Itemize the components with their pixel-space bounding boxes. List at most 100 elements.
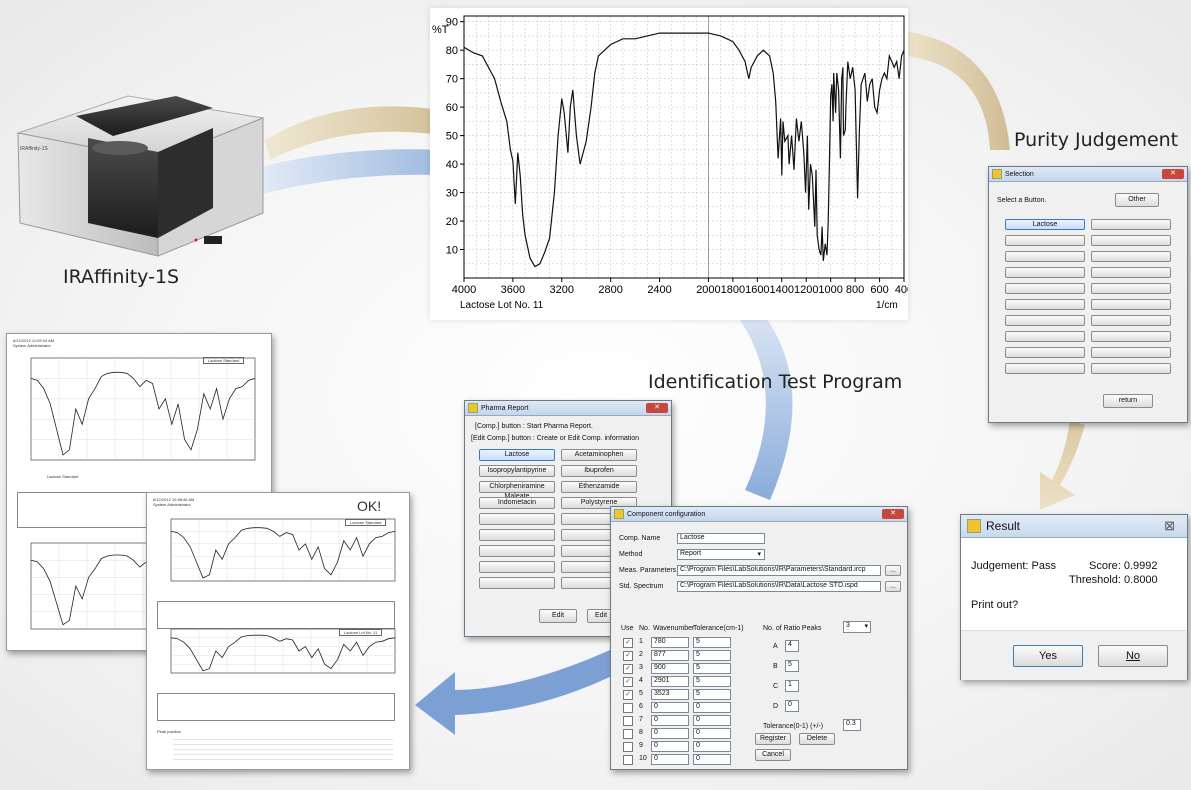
meas-params-field[interactable]: C:\Program Files\LabSolutions\IR\Paramet…: [677, 565, 881, 576]
selection-empty-button[interactable]: [1091, 283, 1171, 294]
use-checkbox[interactable]: [623, 729, 633, 739]
tolerance-field[interactable]: 5: [693, 676, 731, 687]
selection-empty-button[interactable]: [1005, 331, 1085, 342]
close-icon[interactable]: ✕: [882, 509, 904, 519]
method-select[interactable]: Report ▾: [677, 549, 765, 560]
tolerance-field[interactable]: 0: [693, 728, 731, 739]
instrument-badge: IRAffinity-1S: [20, 146, 48, 152]
ratio-d-field[interactable]: 0: [785, 700, 799, 712]
return-button[interactable]: return: [1103, 394, 1153, 408]
tolerance-field[interactable]: 5: [693, 663, 731, 674]
pharma-empty-button[interactable]: [479, 561, 555, 573]
pharma-empty-button[interactable]: [479, 513, 555, 525]
selection-empty-button[interactable]: [1091, 235, 1171, 246]
selection-empty-button[interactable]: [1091, 315, 1171, 326]
wavenumber-field[interactable]: 0: [651, 728, 689, 739]
ratio-b-field[interactable]: 5: [785, 660, 799, 672]
use-checkbox[interactable]: ✓: [623, 690, 633, 700]
peak-position-label: Peak position: [157, 729, 182, 734]
selection-empty-button[interactable]: [1005, 267, 1085, 278]
wavenumber-field[interactable]: 0: [651, 715, 689, 726]
use-checkbox[interactable]: ✓: [623, 651, 633, 661]
selection-empty-button[interactable]: [1005, 347, 1085, 358]
use-checkbox[interactable]: [623, 755, 633, 765]
close-icon[interactable]: ✕: [1162, 169, 1184, 179]
ratio-c-field[interactable]: 1: [785, 680, 799, 692]
selection-empty-button[interactable]: [1091, 363, 1171, 374]
use-checkbox[interactable]: [623, 742, 633, 752]
selection-empty-button[interactable]: [1005, 315, 1085, 326]
comp-name-field[interactable]: Lactose: [677, 533, 765, 544]
yes-button[interactable]: Yes: [1013, 645, 1083, 667]
ratio-peaks-select[interactable]: 3 ▾: [843, 621, 871, 633]
cancel-button[interactable]: Cancel: [755, 749, 791, 761]
wavenumber-field[interactable]: 3523: [651, 689, 689, 700]
ratio-b-label: B: [773, 663, 778, 670]
register-button[interactable]: Register: [755, 733, 791, 745]
wavenumber-field[interactable]: 0: [651, 702, 689, 713]
selection-empty-button[interactable]: [1091, 219, 1171, 230]
use-checkbox[interactable]: ✓: [623, 677, 633, 687]
wavenumber-field[interactable]: 2901: [651, 676, 689, 687]
selection-empty-button[interactable]: [1091, 331, 1171, 342]
pharma-comp-button[interactable]: Acetaminophen: [561, 449, 637, 461]
wavenumber-field[interactable]: 0: [651, 754, 689, 765]
tolerance-field[interactable]: 0: [693, 754, 731, 765]
tolerance-field[interactable]: 5: [693, 689, 731, 700]
use-checkbox[interactable]: [623, 703, 633, 713]
tolerance-field[interactable]: 5: [693, 637, 731, 648]
row-number: 4: [639, 677, 643, 684]
x-tick-label: 3200: [550, 284, 574, 296]
tolerance-field[interactable]: 0.3: [843, 719, 861, 731]
selection-empty-button[interactable]: [1005, 235, 1085, 246]
wavenumber-field[interactable]: 900: [651, 663, 689, 674]
edit-button[interactable]: Edit: [539, 609, 577, 623]
report1-user: System Administrator: [13, 343, 51, 348]
pharma-comp-button[interactable]: Ethenzamide: [561, 481, 637, 493]
tolerance-field[interactable]: 0: [693, 741, 731, 752]
close-icon[interactable]: ⊠: [1164, 518, 1175, 533]
y-tick-label: 60: [446, 102, 458, 114]
pharma-titlebar: Pharma Report ✕: [465, 401, 671, 416]
ratio-a-label: A: [773, 643, 778, 650]
std-spectrum-field[interactable]: C:\Program Files\LabSolutions\IR\Data\La…: [677, 581, 881, 592]
pharma-comp-button[interactable]: Isopropylantipyrine: [479, 465, 555, 477]
ratio-a-field[interactable]: 4: [785, 640, 799, 652]
wavenumber-field[interactable]: 877: [651, 650, 689, 661]
selection-empty-button[interactable]: [1091, 347, 1171, 358]
selection-empty-button[interactable]: [1091, 251, 1171, 262]
selection-empty-button[interactable]: [1091, 299, 1171, 310]
pharma-empty-button[interactable]: [479, 577, 555, 589]
use-checkbox[interactable]: ✓: [623, 664, 633, 674]
selection-empty-button[interactable]: [1005, 251, 1085, 262]
mini-spectrum-trace: [30, 371, 256, 456]
selection-empty-button[interactable]: [1005, 363, 1085, 374]
selection-empty-button[interactable]: [1091, 267, 1171, 278]
pharma-empty-button[interactable]: [479, 545, 555, 557]
pharma-comp-button[interactable]: Lactose: [479, 449, 555, 461]
selection-empty-button[interactable]: [1005, 299, 1085, 310]
tolerance-field[interactable]: 5: [693, 650, 731, 661]
tolerance-field[interactable]: 0: [693, 702, 731, 713]
use-checkbox[interactable]: ✓: [623, 638, 633, 648]
meas-browse-button[interactable]: ...: [885, 565, 901, 576]
wavenumber-field[interactable]: 0: [651, 741, 689, 752]
tolerance-field[interactable]: 0: [693, 715, 731, 726]
selection-empty-button[interactable]: [1005, 283, 1085, 294]
report2-legend-sample: Lactose Lot No. 11: [339, 629, 383, 636]
pharma-comp-button[interactable]: Indometacin: [479, 497, 555, 509]
close-icon[interactable]: ✕: [646, 403, 668, 413]
lactose-button[interactable]: Lactose: [1005, 219, 1085, 230]
pharma-comp-button[interactable]: Ibuprofen: [561, 465, 637, 477]
pharma-title: Pharma Report: [481, 404, 529, 412]
other-button[interactable]: Other: [1115, 193, 1159, 207]
wavenumber-field[interactable]: 780: [651, 637, 689, 648]
use-checkbox[interactable]: [623, 716, 633, 726]
delete-button[interactable]: Delete: [799, 733, 835, 745]
report2-user: System Administrator: [153, 502, 191, 507]
std-browse-button[interactable]: ...: [885, 581, 901, 592]
pharma-empty-button[interactable]: [479, 529, 555, 541]
no-button[interactable]: No: [1098, 645, 1168, 667]
pharma-comp-button[interactable]: Chlorpheniramine Maleate: [479, 481, 555, 500]
